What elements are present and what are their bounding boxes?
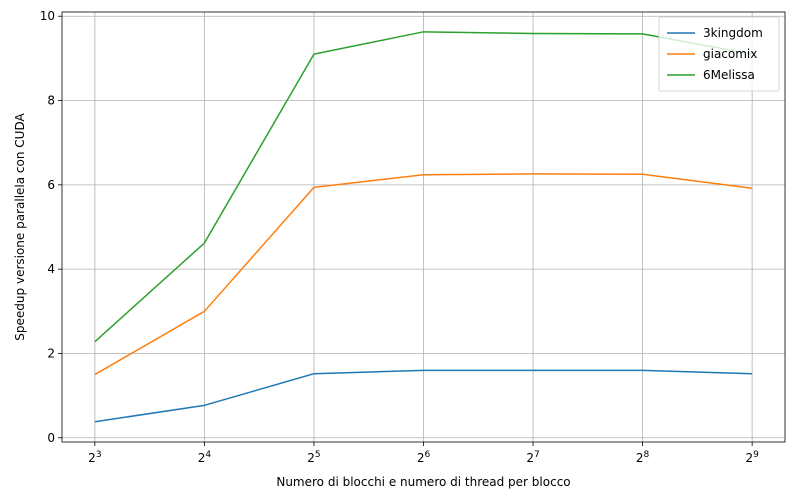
y-axis-label: Speedup versione parallela con CUDA — [13, 113, 27, 341]
x-tick-exponent: 5 — [315, 450, 321, 460]
legend-label: 3kingdom — [703, 26, 763, 40]
y-tick-label: 0 — [47, 431, 55, 445]
x-tick-label: 28 — [636, 450, 650, 465]
x-tick-exponent: 9 — [753, 450, 759, 460]
x-tick-base: 2 — [198, 451, 206, 465]
y-tick-label: 2 — [47, 346, 55, 360]
y-tick-label: 4 — [47, 262, 55, 276]
legend-label: giacomix — [703, 47, 757, 61]
x-tick-base: 2 — [88, 451, 96, 465]
x-tick-base: 2 — [307, 451, 315, 465]
x-tick-label: 29 — [745, 450, 759, 465]
x-axis-ticks: 23 24 25 26 27 28 29 — [88, 442, 759, 465]
x-tick-label: 27 — [526, 450, 539, 465]
x-tick-label: 26 — [417, 450, 431, 465]
x-tick-exponent: 7 — [534, 450, 540, 460]
x-tick-base: 2 — [526, 451, 534, 465]
x-tick-exponent: 6 — [424, 450, 430, 460]
x-tick-exponent: 3 — [96, 450, 102, 460]
series-line-giacomix — [94, 173, 753, 376]
x-tick-label: 23 — [88, 450, 101, 465]
y-axis-ticks: 0 2 4 6 8 10 — [40, 9, 62, 445]
x-tick-base: 2 — [636, 451, 644, 465]
legend-label: 6Melissa — [703, 68, 755, 82]
series-line-3kingdom — [94, 369, 753, 423]
legend-box — [658, 16, 780, 92]
x-tick-base: 2 — [417, 451, 425, 465]
y-tick-label: 8 — [47, 94, 55, 108]
series-lines — [94, 31, 753, 423]
x-tick-exponent: 4 — [205, 450, 211, 460]
grid — [62, 12, 785, 442]
legend: 3kingdom giacomix 6Melissa — [658, 16, 780, 92]
series-line-6Melissa — [94, 31, 753, 343]
x-tick-base: 2 — [745, 451, 753, 465]
x-axis-label: Numero di blocchi e numero di thread per… — [276, 475, 570, 489]
x-tick-label: 24 — [198, 450, 212, 465]
x-tick-label: 25 — [307, 450, 320, 465]
x-tick-exponent: 8 — [644, 450, 650, 460]
y-tick-label: 10 — [40, 9, 55, 23]
y-tick-label: 6 — [47, 178, 55, 192]
